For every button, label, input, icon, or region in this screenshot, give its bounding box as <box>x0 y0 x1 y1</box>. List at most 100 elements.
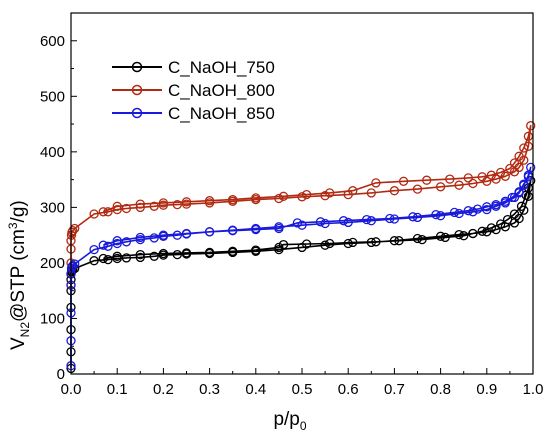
data-point <box>135 199 145 209</box>
legend-marker-800 <box>131 84 143 96</box>
x-tick-label: 0.6 <box>338 381 359 398</box>
y-tick-label: 500 <box>40 88 65 105</box>
x-tick-label: 0.3 <box>199 381 220 398</box>
data-point <box>366 188 376 198</box>
data-point <box>338 216 349 226</box>
data-point <box>472 204 483 214</box>
data-point <box>509 158 520 168</box>
legend-item-850: C_NaOH_850 <box>112 104 275 123</box>
data-point <box>292 218 303 228</box>
data-point <box>371 237 381 247</box>
data-point <box>103 241 113 251</box>
data-point <box>301 189 312 200</box>
data-point <box>278 239 289 250</box>
series-line <box>70 166 532 366</box>
data-point <box>274 223 284 234</box>
data-point <box>486 170 497 180</box>
x-tick-label: 0.5 <box>292 381 313 398</box>
data-point <box>172 249 182 260</box>
data-point <box>509 209 520 219</box>
data-point <box>278 191 289 201</box>
x-tick-label: 0.0 <box>61 381 82 398</box>
data-point <box>500 196 510 206</box>
data-point <box>482 202 492 212</box>
data-point <box>398 176 409 186</box>
y-tick-label: 400 <box>40 144 65 161</box>
data-point <box>181 248 192 258</box>
data-point <box>315 217 326 227</box>
data-point <box>172 199 182 210</box>
y-tick-label: 100 <box>40 310 65 327</box>
data-point <box>158 198 169 208</box>
legend-marker-750 <box>131 61 143 73</box>
data-point <box>505 163 515 174</box>
y-tick-label: 300 <box>40 199 65 216</box>
data-point <box>149 233 159 243</box>
data-point <box>468 207 478 217</box>
data-point <box>89 256 99 266</box>
data-point <box>112 236 122 246</box>
x-tick-labels: 0.0 0.1 0.2 0.3 0.4 0.5 0.6 0.7 0.8 0.9 1.0 <box>61 381 544 398</box>
data-point <box>121 253 132 263</box>
data-point <box>181 228 192 239</box>
y-tick-labels: 0 100 200 300 400 500 600 <box>40 33 65 383</box>
data-point <box>412 212 423 223</box>
x-tick-label: 0.2 <box>153 381 174 398</box>
data-point <box>389 236 400 246</box>
legend-item-750: C_NaOH_750 <box>112 58 275 77</box>
data-point <box>435 231 446 241</box>
data-point <box>67 262 77 272</box>
data-point <box>431 209 441 220</box>
data-point <box>149 201 159 211</box>
data-point <box>135 252 145 263</box>
data-point <box>135 232 145 243</box>
data-point <box>454 229 464 240</box>
y-tick-label: 200 <box>40 255 65 272</box>
data-point <box>477 226 487 236</box>
y-tick-label: 600 <box>40 33 65 50</box>
data-point <box>435 211 446 221</box>
data-point <box>440 232 450 243</box>
legend-item-800: C_NaOH_800 <box>112 81 275 100</box>
data-point <box>514 151 524 161</box>
plot-frame <box>70 12 534 375</box>
data-point <box>422 175 432 185</box>
data-point <box>325 238 335 249</box>
y-axis-label: VN2@STP (cm3/g) <box>6 200 32 350</box>
data-point <box>181 197 192 207</box>
data-point <box>228 194 238 205</box>
data-point <box>526 162 536 173</box>
data-point <box>251 224 261 235</box>
x-tick-label: 0.4 <box>245 381 266 398</box>
data-point <box>98 240 108 250</box>
legend-marker-850 <box>131 107 143 119</box>
data-point <box>112 204 122 215</box>
x-tick-label: 0.8 <box>430 381 451 398</box>
data-point <box>320 240 330 250</box>
data-point <box>89 244 99 255</box>
data-point <box>502 214 513 225</box>
data-point <box>491 199 501 210</box>
x-axis-label: p/p0 <box>273 409 306 433</box>
data-point <box>445 174 455 184</box>
data-point <box>98 207 108 217</box>
data-point <box>320 218 330 229</box>
data-point <box>112 251 122 261</box>
data-point <box>228 226 238 236</box>
x-tick-label: 0.9 <box>476 381 497 398</box>
data-point <box>468 178 478 189</box>
legend-label-750: C_NaOH_750 <box>168 58 275 77</box>
data-point <box>519 179 529 189</box>
y-tick-label: 0 <box>57 366 65 383</box>
data-point <box>526 121 536 131</box>
data-point <box>463 206 473 216</box>
data-point <box>454 208 464 219</box>
data-point <box>121 237 132 247</box>
data-point <box>362 214 372 225</box>
data-point <box>98 253 108 264</box>
data-point <box>507 192 517 203</box>
data-point <box>385 213 395 224</box>
data-point <box>112 238 122 249</box>
data-point <box>468 228 478 239</box>
